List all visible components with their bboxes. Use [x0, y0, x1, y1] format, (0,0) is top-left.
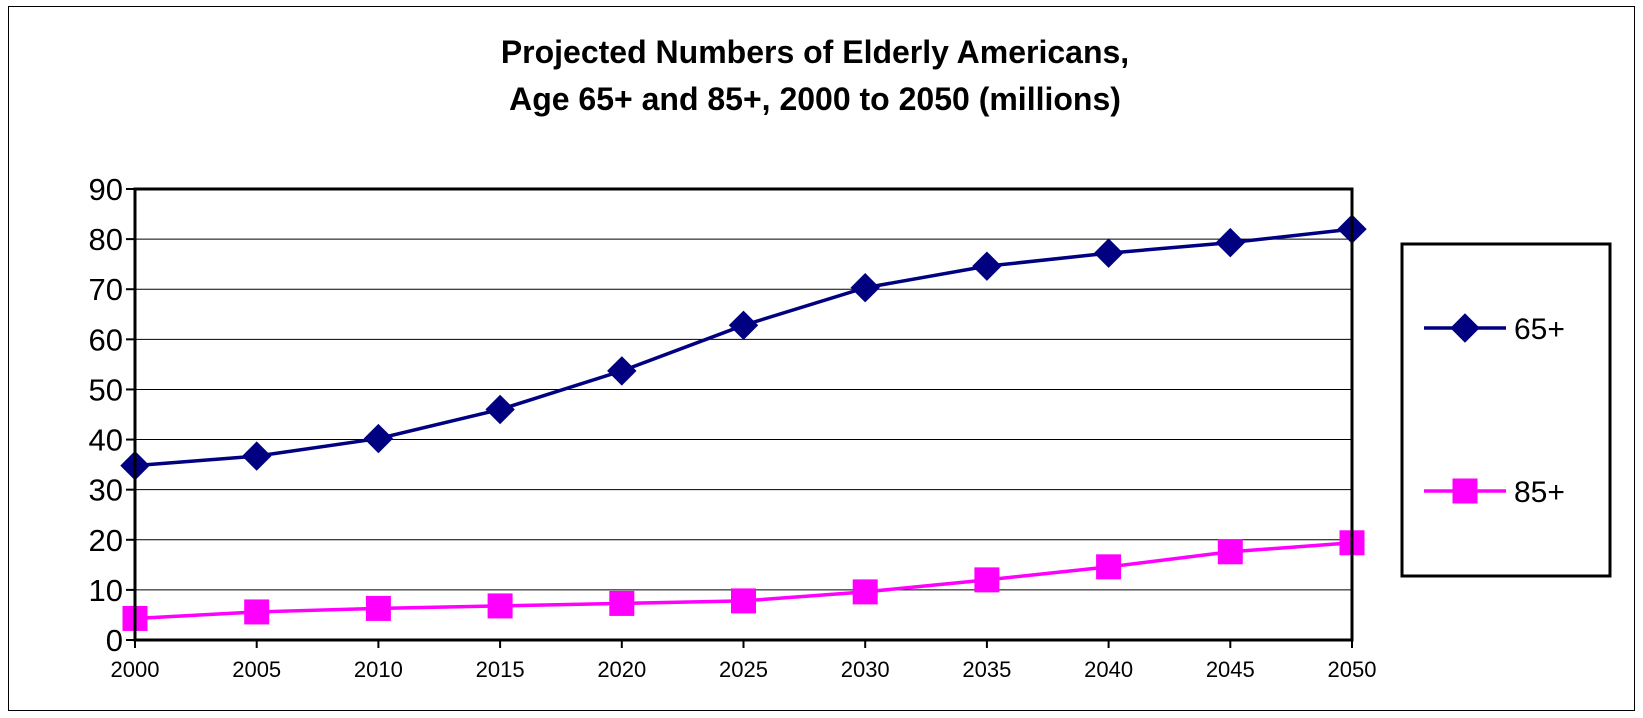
legend-item-0-label: 65+: [1514, 313, 1565, 346]
x-axis-ticks: 2000 2005 2010 2015 2020 2025 2030 2035 2040 2045…: [111, 640, 1377, 682]
gridlines: [135, 238, 1352, 591]
legend: 65+ 85+: [1400, 242, 1612, 578]
series-0: [120, 214, 1367, 481]
series-0-point-2005: [241, 441, 272, 471]
series-0-line: [134, 227, 1353, 468]
series-1-point-2020: [609, 590, 635, 616]
legend-item-1-marker: [1452, 478, 1478, 504]
x-tick-label-2050: 2050: [1328, 657, 1377, 682]
series-0-point-2010: [363, 423, 394, 454]
series-1-point-2025: [731, 588, 756, 614]
x-tick-label-2020: 2020: [597, 657, 646, 682]
series-1-point-2005: [244, 599, 270, 625]
series-0-point-2020: [607, 356, 637, 386]
chart-title-line-1: Projected Numbers of Elderly Americans,: [501, 34, 1129, 70]
y-tick-label-0: 0: [106, 623, 123, 658]
series-1-point-2030: [852, 579, 878, 605]
series-1-point-2040: [1096, 554, 1122, 580]
legend-item-1-label: 85+: [1514, 476, 1565, 509]
series-0-point-2035: [972, 251, 1002, 281]
series-1: [122, 530, 1365, 631]
y-tick-label-50: 50: [89, 372, 123, 407]
x-tick-label-2010: 2010: [354, 657, 403, 682]
x-tick-label-2025: 2025: [719, 657, 768, 682]
plot-area-border: [133, 187, 1354, 642]
y-tick-label-40: 40: [89, 423, 123, 458]
series-0-point-2045: [1215, 227, 1246, 258]
series-0-point-2040: [1093, 238, 1124, 268]
x-tick-label-2045: 2045: [1206, 657, 1255, 682]
y-tick-label-70: 70: [89, 272, 123, 307]
y-tick-label-90: 90: [89, 172, 123, 207]
x-tick-label-2000: 2000: [111, 657, 160, 682]
series-0-point-2025: [728, 310, 759, 341]
legend-item-1: 85+: [1424, 476, 1565, 509]
series-1-point-2010: [365, 595, 391, 621]
legend-box: [1400, 242, 1612, 578]
y-tick-label-60: 60: [89, 322, 123, 357]
chart-title-line-2: Age 65+ and 85+, 2000 to 2050 (millions): [509, 81, 1121, 117]
x-tick-label-2035: 2035: [962, 657, 1011, 682]
y-tick-label-20: 20: [89, 523, 123, 558]
y-tick-label-30: 30: [89, 473, 123, 508]
x-tick-label-2015: 2015: [476, 657, 525, 682]
series-layer: [120, 214, 1367, 631]
x-tick-label-2005: 2005: [232, 657, 281, 682]
y-axis-ticks: 0 10 20 30 40 50 60 70 80 90: [89, 172, 135, 658]
series-1-point-2015: [487, 593, 513, 619]
y-tick-label-80: 80: [89, 222, 123, 257]
legend-item-0: 65+: [1424, 313, 1565, 346]
legend-items: 65+ 85+: [1424, 313, 1565, 509]
x-tick-label-2040: 2040: [1084, 657, 1133, 682]
y-tick-label-10: 10: [89, 573, 123, 608]
series-1-point-2045: [1217, 539, 1243, 565]
series-0-point-2030: [850, 273, 880, 303]
series-1-point-2035: [974, 567, 1000, 593]
x-tick-label-2030: 2030: [841, 657, 890, 682]
series-0-point-2015: [485, 394, 515, 425]
legend-item-0-marker: [1450, 313, 1480, 343]
